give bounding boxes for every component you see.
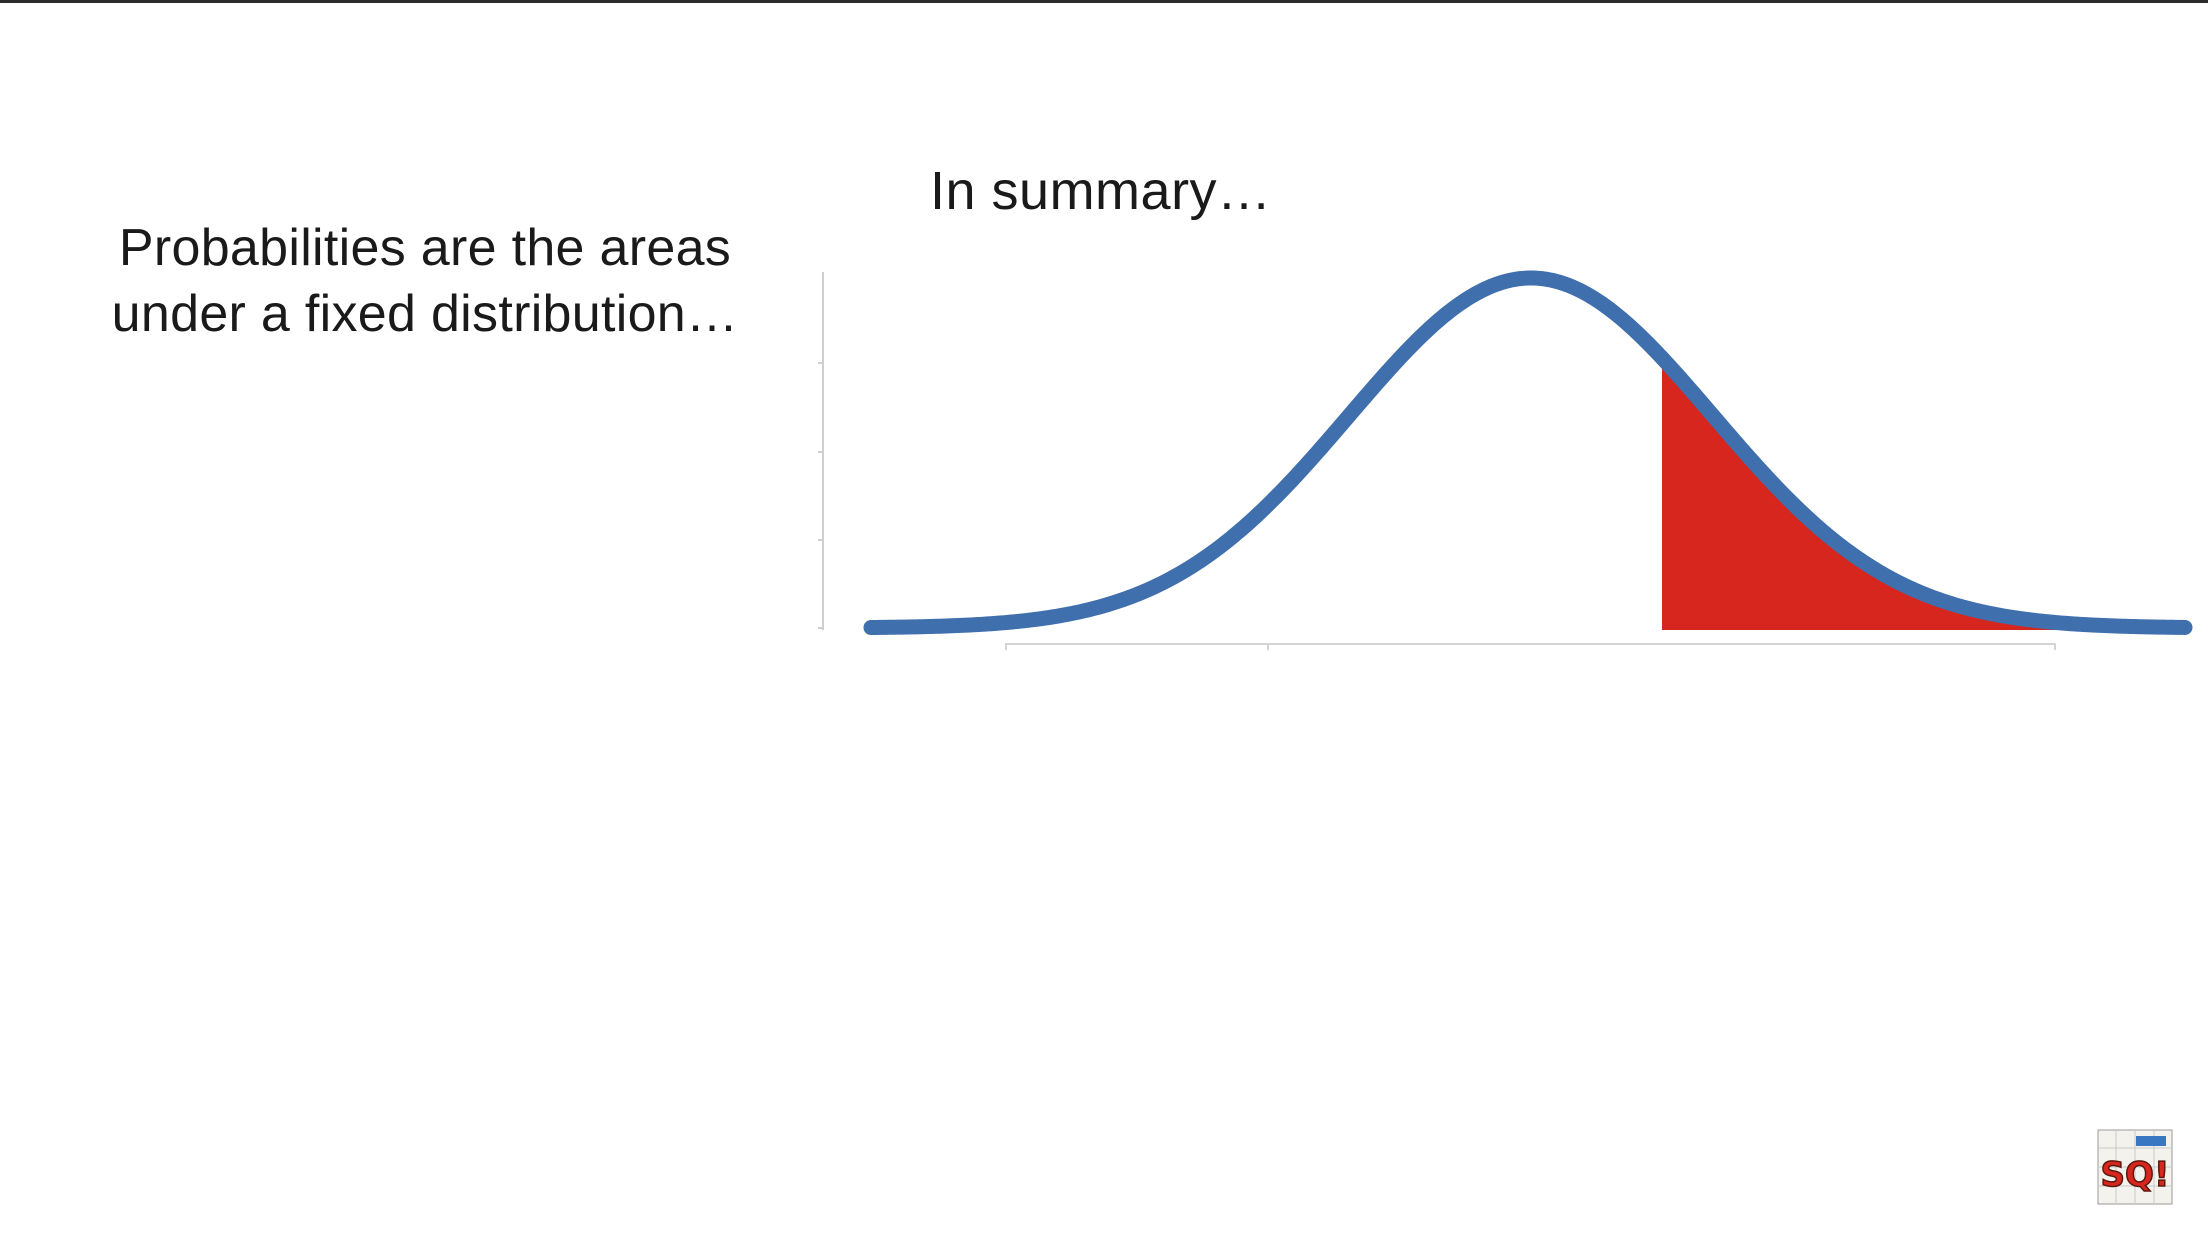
top-border (0, 0, 2208, 3)
logo-text: SQ! (2101, 1155, 2170, 1195)
x-axis (1005, 643, 2056, 650)
statquest-logo-icon: SQ! (2097, 1129, 2173, 1205)
caption: Probabilities are the areas under a fixe… (60, 215, 790, 347)
slide-heading: In summary… (930, 161, 1272, 221)
shaded-tail-area (1662, 357, 2176, 630)
caption-line-2: under a fixed distribution… (111, 285, 739, 343)
caption-line-1: Probabilities are the areas (118, 219, 732, 277)
bell-curve (863, 270, 2193, 636)
normal-distribution-diagram (818, 270, 2193, 650)
y-axis (818, 272, 824, 630)
